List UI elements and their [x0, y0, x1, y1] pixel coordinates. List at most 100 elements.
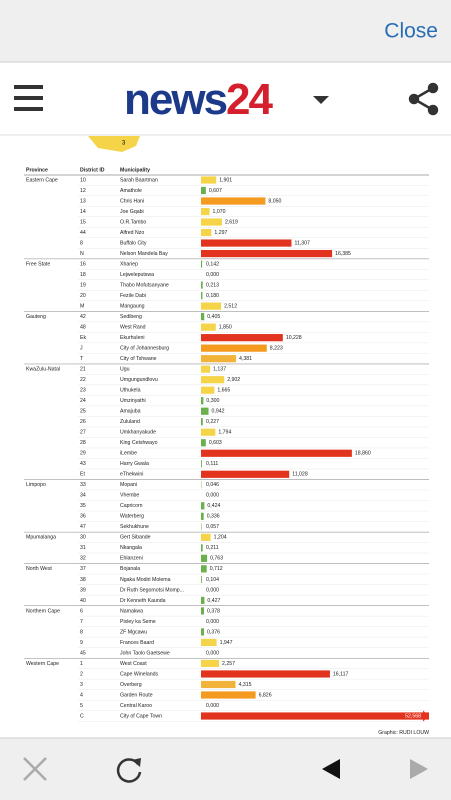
- value-label: 0,405: [207, 314, 220, 320]
- district-id: J: [80, 346, 83, 352]
- value-label: 0,942: [212, 409, 225, 415]
- value-label: 16,117: [333, 671, 349, 677]
- bar-arrow: [423, 710, 429, 722]
- bar: [201, 186, 206, 195]
- logo[interactable]: news24: [124, 75, 276, 124]
- toolbar: [0, 738, 451, 800]
- share-button[interactable]: [408, 82, 439, 116]
- value-label: 1,137: [213, 367, 226, 373]
- district-id: 33: [80, 482, 86, 488]
- district-id: M: [80, 303, 84, 309]
- province: Gauteng: [26, 314, 46, 320]
- bar: [201, 460, 202, 468]
- forward-button[interactable]: [410, 759, 428, 779]
- value-label: 0,000: [206, 619, 219, 625]
- bar: [201, 197, 266, 205]
- bar: [201, 449, 352, 457]
- bar: [201, 334, 283, 342]
- district-id: 1: [80, 661, 83, 667]
- bar: [201, 386, 215, 394]
- value-label: 0,142: [206, 261, 219, 267]
- reload-button[interactable]: [116, 758, 142, 783]
- edition-dropdown[interactable]: [313, 96, 329, 104]
- district-id: Et: [80, 472, 85, 478]
- back-button[interactable]: [322, 759, 340, 779]
- district-id: N: [80, 251, 84, 257]
- municipality: West Rand: [120, 325, 146, 331]
- province: Northern Cape: [26, 608, 60, 614]
- district-id: 15: [80, 219, 86, 225]
- bar: [201, 281, 203, 289]
- bar: [201, 565, 207, 573]
- bar: [201, 176, 217, 184]
- value-label: 0,427: [207, 598, 220, 604]
- municipality: Nelson Mandela Bay: [120, 251, 168, 257]
- close-button[interactable]: Close: [384, 20, 438, 43]
- district-id: 31: [80, 545, 86, 551]
- bar: [201, 260, 203, 268]
- nav-bar: [0, 0, 451, 62]
- municipality: Chris Hani: [120, 198, 144, 204]
- municipality: Central Karoo: [120, 703, 152, 709]
- district-id: 42: [80, 314, 86, 320]
- bar: [201, 428, 216, 436]
- province: Free State: [26, 261, 50, 267]
- district-id: 39: [80, 587, 86, 593]
- bar: [201, 670, 330, 678]
- municipality: Harry Gwala: [120, 461, 149, 467]
- district-id: 21: [80, 367, 86, 373]
- municipality: Namakwa: [120, 608, 143, 614]
- bar: [201, 628, 205, 636]
- bar: [201, 596, 205, 604]
- province: KwaZulu-Natal: [26, 367, 60, 373]
- value-label: 0,227: [206, 419, 219, 425]
- province: North West: [26, 566, 52, 572]
- value-label: 11,307: [294, 240, 310, 246]
- value-label: 0,104: [206, 577, 219, 583]
- district-id: 36: [80, 514, 86, 520]
- menu-button[interactable]: [14, 85, 43, 111]
- district-id: 30: [80, 535, 86, 541]
- province: Limpopo: [26, 482, 46, 488]
- value-label: 0,000: [206, 587, 219, 593]
- municipality: Overberg: [120, 682, 142, 688]
- district-id: 35: [80, 503, 86, 509]
- bar: [201, 218, 222, 226]
- municipality: Amajuba: [120, 409, 141, 415]
- value-label: 0,000: [206, 493, 219, 499]
- district-id: 23: [80, 388, 86, 394]
- value-label: 1,070: [213, 209, 226, 215]
- district-id: 8: [80, 629, 83, 635]
- value-label: 1,901: [219, 177, 232, 183]
- province: Eastern Cape: [26, 177, 58, 183]
- value-label: 0,000: [206, 272, 219, 278]
- value-label: 1,204: [214, 535, 227, 541]
- district-id: 24: [80, 398, 86, 404]
- value-label: 0,211: [206, 545, 219, 551]
- district-id: 7: [80, 619, 83, 625]
- bar: [201, 502, 205, 510]
- municipality: John Taolo Gaetsewe: [120, 650, 170, 656]
- value-label: 0,000: [206, 650, 219, 656]
- municipality-table: Province District ID Municipality Eastern C…: [24, 167, 429, 736]
- bar: [201, 239, 292, 247]
- municipality: Ekurhuleni: [120, 335, 145, 341]
- bar: [201, 292, 203, 300]
- bar: [201, 228, 212, 237]
- district-id: 47: [80, 524, 86, 530]
- municipality: Zululand: [120, 419, 140, 425]
- municipality: Frances Baard: [120, 640, 154, 646]
- stop-button[interactable]: [23, 757, 47, 781]
- district-id: 12: [80, 188, 86, 194]
- municipality: Garden Route: [120, 692, 153, 698]
- municipality: West Coast: [120, 661, 147, 667]
- district-id: 40: [80, 598, 86, 604]
- municipality: ZF Mgcawu: [120, 629, 147, 635]
- value-label: 0,180: [206, 293, 219, 299]
- map-fragment: [88, 136, 140, 152]
- district-id: 48: [80, 325, 86, 331]
- value-label: 0,300: [206, 398, 219, 404]
- bar: [201, 355, 237, 363]
- bar: [201, 638, 217, 647]
